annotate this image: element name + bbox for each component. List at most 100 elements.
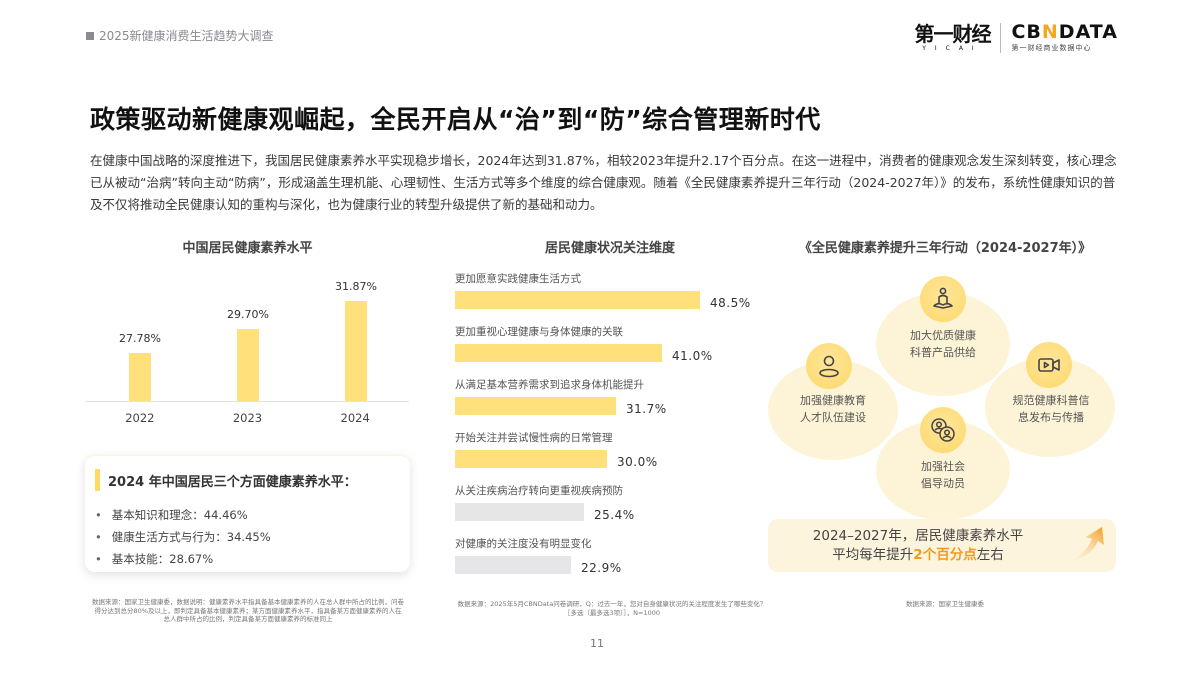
bar-value-label: 29.70%	[227, 308, 269, 321]
action-line1: 加强社会	[921, 460, 965, 473]
logo-divider	[1000, 22, 1002, 53]
bar-value-label: 31.87%	[335, 280, 377, 293]
levels-card-title: 2024 年中国居民三个方面健康素养水平：	[108, 474, 357, 490]
hbar-value: 41.0%	[672, 349, 713, 363]
hbar-item: 从满足基本营养需求到追求身体机能提升 31.7%	[455, 378, 775, 431]
bar-2022: 27.78%	[86, 332, 194, 401]
bullet-icon: •	[95, 530, 102, 544]
bar	[455, 291, 700, 309]
cbndata-logo: CBNDATA 第一财经商业数据中心	[1011, 22, 1118, 53]
literacy-bar-chart: 27.78% 29.70% 31.87%	[86, 268, 409, 402]
action-plan-title: 《全民健康素养提升三年行动（2024-2027年）》	[798, 241, 1092, 256]
page-title: 政策驱动新健康观崛起，全民开启从“治”到“防”综合管理新时代	[90, 105, 821, 134]
yicai-logo: 第一财经 YICAI	[914, 22, 991, 52]
bar	[455, 450, 607, 468]
action-line1: 加强健康教育	[800, 394, 866, 407]
hbar-label: 更加愿意实践健康生活方式	[455, 273, 581, 285]
logos: 第一财经 YICAI CBNDATA 第一财经商业数据中心	[914, 22, 1118, 53]
action-item-text: 加大优质健康 科普产品供给	[880, 327, 1006, 361]
concern-bar-chart: 更加愿意实践健康生活方式 48.5% 更加重视心理健康与身体健康的关联 41.0…	[455, 272, 775, 590]
cbn-prefix: CB	[1011, 21, 1042, 43]
x-tick: 2022	[125, 411, 155, 425]
goal-line1: 2024–2027年，居民健康素养水平	[812, 528, 1024, 544]
panel2-source-note: 数据来源：2025年5月CBNData问卷调研，Q：过去一年，您对自身健康状况的…	[457, 600, 767, 617]
action-line1: 加大优质健康	[910, 329, 976, 342]
goal-line2: 平均每年提升2个百分点左右	[768, 546, 1068, 565]
report-tag-text: 2025新健康消费生活趋势大调查	[99, 29, 274, 43]
hbar-value: 31.7%	[626, 402, 667, 416]
x-axis-labels: 2022 2023 2024	[86, 411, 409, 425]
accent-bar	[95, 469, 100, 491]
meditation-icon	[920, 276, 966, 322]
levels-list: • 基本知识和理念：44.46% • 健康生活方式与行为：34.45% • 基本技能：…	[95, 504, 271, 570]
hbar-label: 开始关注并尝试慢性病的日常管理	[455, 432, 613, 444]
list-item: • 基本知识和理念：44.46%	[95, 504, 271, 526]
bar	[345, 301, 367, 401]
list-item: • 健康生活方式与行为：34.45%	[95, 526, 271, 548]
list-item-text: 基本知识和理念：44.46%	[111, 508, 248, 522]
bar	[455, 556, 571, 574]
literacy-chart-title: 中国居民健康素养水平	[182, 241, 313, 256]
hbar-value: 48.5%	[710, 296, 751, 310]
action-line2: 息发布与传播	[1018, 411, 1084, 424]
report-tag: 2025新健康消费生活趋势大调查	[86, 27, 274, 44]
cbn-n: N	[1041, 21, 1059, 43]
levels-card-header: 2024 年中国居民三个方面健康素养水平：	[95, 469, 357, 491]
hbar-item: 对健康的关注度没有明显变化 22.9%	[455, 537, 775, 590]
action-line1: 规范健康科普信	[1012, 394, 1090, 407]
action-item-text: 规范健康科普信 息发布与传播	[988, 392, 1114, 426]
hbar-value: 22.9%	[581, 561, 622, 575]
hbar-label: 更加重视心理健康与身体健康的关联	[455, 326, 623, 338]
square-bullet-icon	[86, 31, 94, 40]
hbar-label: 对健康的关注度没有明显变化	[455, 538, 592, 550]
person-icon	[806, 343, 852, 389]
bar	[455, 344, 662, 362]
page-number: 11	[590, 637, 604, 650]
bullet-icon: •	[95, 552, 102, 566]
action-line2: 人才队伍建设	[800, 411, 866, 424]
cbn-suffix: DATA	[1058, 21, 1118, 43]
yicai-logo-en: YICAI	[922, 45, 983, 52]
literacy-levels-card: 2024 年中国居民三个方面健康素养水平： • 基本知识和理念：44.46% • 健…	[85, 455, 410, 572]
x-tick: 2024	[340, 411, 370, 425]
bar-2024: 31.87%	[302, 280, 410, 401]
hbar-item: 更加愿意实践健康生活方式 48.5%	[455, 272, 775, 325]
goal-line2-pre: 平均每年提升	[832, 547, 914, 563]
goal-text: 2024–2027年，居民健康素养水平 平均每年提升2个百分点左右	[768, 527, 1068, 565]
intro-paragraph: 在健康中国战略的深度推进下，我国居民健康素养水平实现稳步增长，2024年达到31…	[90, 153, 1117, 212]
cbndata-logo-cn: 第一财经商业数据中心	[1011, 44, 1092, 52]
bar	[129, 353, 151, 401]
hbar-label: 从关注疾病治疗转向更重视疾病预防	[455, 485, 623, 497]
community-icon	[920, 407, 966, 453]
hbar-item: 开始关注并尝试慢性病的日常管理 30.0%	[455, 431, 775, 484]
concern-chart-title: 居民健康状况关注维度	[544, 241, 675, 256]
action-item-text: 加强社会 倡导动员	[880, 458, 1006, 492]
goal-highlight-box: 2024–2027年，居民健康素养水平 平均每年提升2个百分点左右	[768, 519, 1116, 572]
hbar-label: 从满足基本营养需求到追求身体机能提升	[455, 379, 644, 391]
x-tick: 2023	[232, 411, 263, 425]
bar	[455, 503, 584, 521]
video-camera-icon	[1026, 342, 1072, 388]
panel1-source-note: 数据来源：国家卫生健康委，数据说明：健康素养水平指具备基本健康素养的人在总人群中…	[92, 598, 404, 623]
action-item-text: 加强健康教育 人才队伍建设	[770, 392, 896, 426]
goal-highlight: 2个百分点	[913, 547, 977, 563]
hbar-value: 30.0%	[617, 455, 658, 469]
bullet-icon: •	[95, 508, 102, 522]
bar	[237, 329, 259, 401]
action-line2: 科普产品供给	[910, 346, 976, 359]
bar-2023: 29.70%	[194, 308, 302, 401]
hbar-value: 25.4%	[594, 508, 635, 522]
list-item-text: 基本技能：28.67%	[111, 552, 214, 566]
cbndata-logo-en: CBNDATA	[1011, 22, 1118, 43]
bar-value-label: 27.78%	[119, 332, 161, 345]
hbar-item: 从关注疾病治疗转向更重视疾病预防 25.4%	[455, 484, 775, 537]
list-item: • 基本技能：28.67%	[95, 548, 271, 570]
list-item-text: 健康生活方式与行为：34.45%	[111, 530, 271, 544]
bar	[455, 397, 616, 415]
action-line2: 倡导动员	[921, 477, 965, 490]
hbar-item: 更加重视心理健康与身体健康的关联 41.0%	[455, 325, 775, 378]
panel3-source-note: 数据来源：国家卫生健康委	[906, 600, 984, 608]
yicai-logo-cn: 第一财经	[914, 22, 991, 46]
goal-line2-post: 左右	[976, 547, 1004, 563]
up-trend-arrow-icon	[1064, 527, 1104, 563]
